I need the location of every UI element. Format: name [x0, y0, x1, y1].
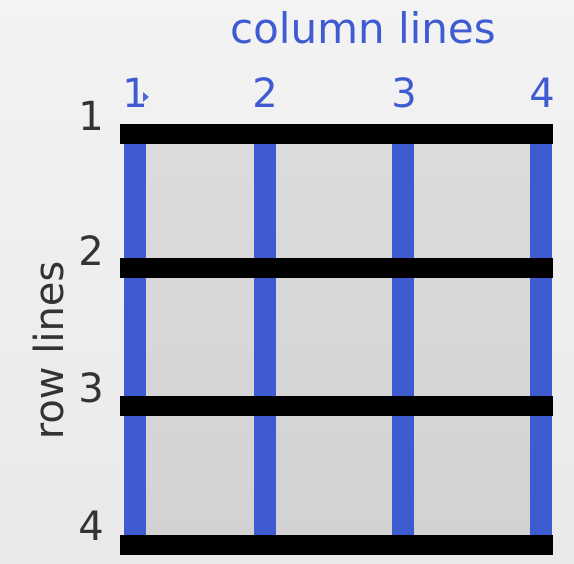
row-number-1: 1	[78, 94, 104, 140]
column-number-3: 3	[391, 71, 417, 117]
column-number-1: 1	[122, 71, 148, 117]
row-line-4	[120, 535, 553, 555]
row-number-4: 4	[78, 504, 104, 550]
mouse-cursor-icon	[143, 92, 149, 102]
row-line-1	[120, 124, 553, 144]
row-lines-title: row lines	[27, 260, 73, 440]
column-line-4	[530, 124, 552, 554]
row-line-2	[120, 258, 553, 278]
row-line-3	[120, 396, 553, 416]
column-line-2	[254, 124, 276, 554]
column-line-3	[392, 124, 414, 554]
column-line-1	[124, 124, 146, 554]
grid-cells-area	[124, 124, 552, 554]
column-number-4: 4	[529, 71, 555, 117]
column-number-2: 2	[252, 71, 278, 117]
row-number-2: 2	[78, 229, 104, 275]
column-lines-title: column lines	[230, 4, 496, 53]
row-number-3: 3	[78, 366, 104, 412]
